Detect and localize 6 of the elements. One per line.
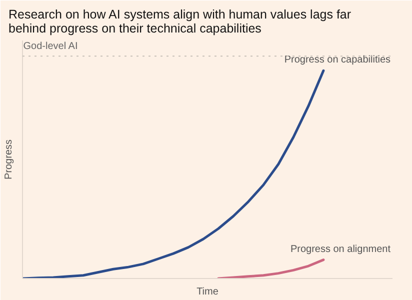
y-axis-title: Progress [4, 139, 14, 180]
ref-line-label: God-level AI [23, 41, 78, 52]
x-axis-title: Time [196, 286, 219, 298]
series-label: Progress on alignment [290, 244, 391, 255]
chart-title: Research on how AI systems align with human values lags far behind progress on their technical capabilities [8, 8, 352, 36]
series-label: Progress on capabilities [284, 54, 391, 66]
